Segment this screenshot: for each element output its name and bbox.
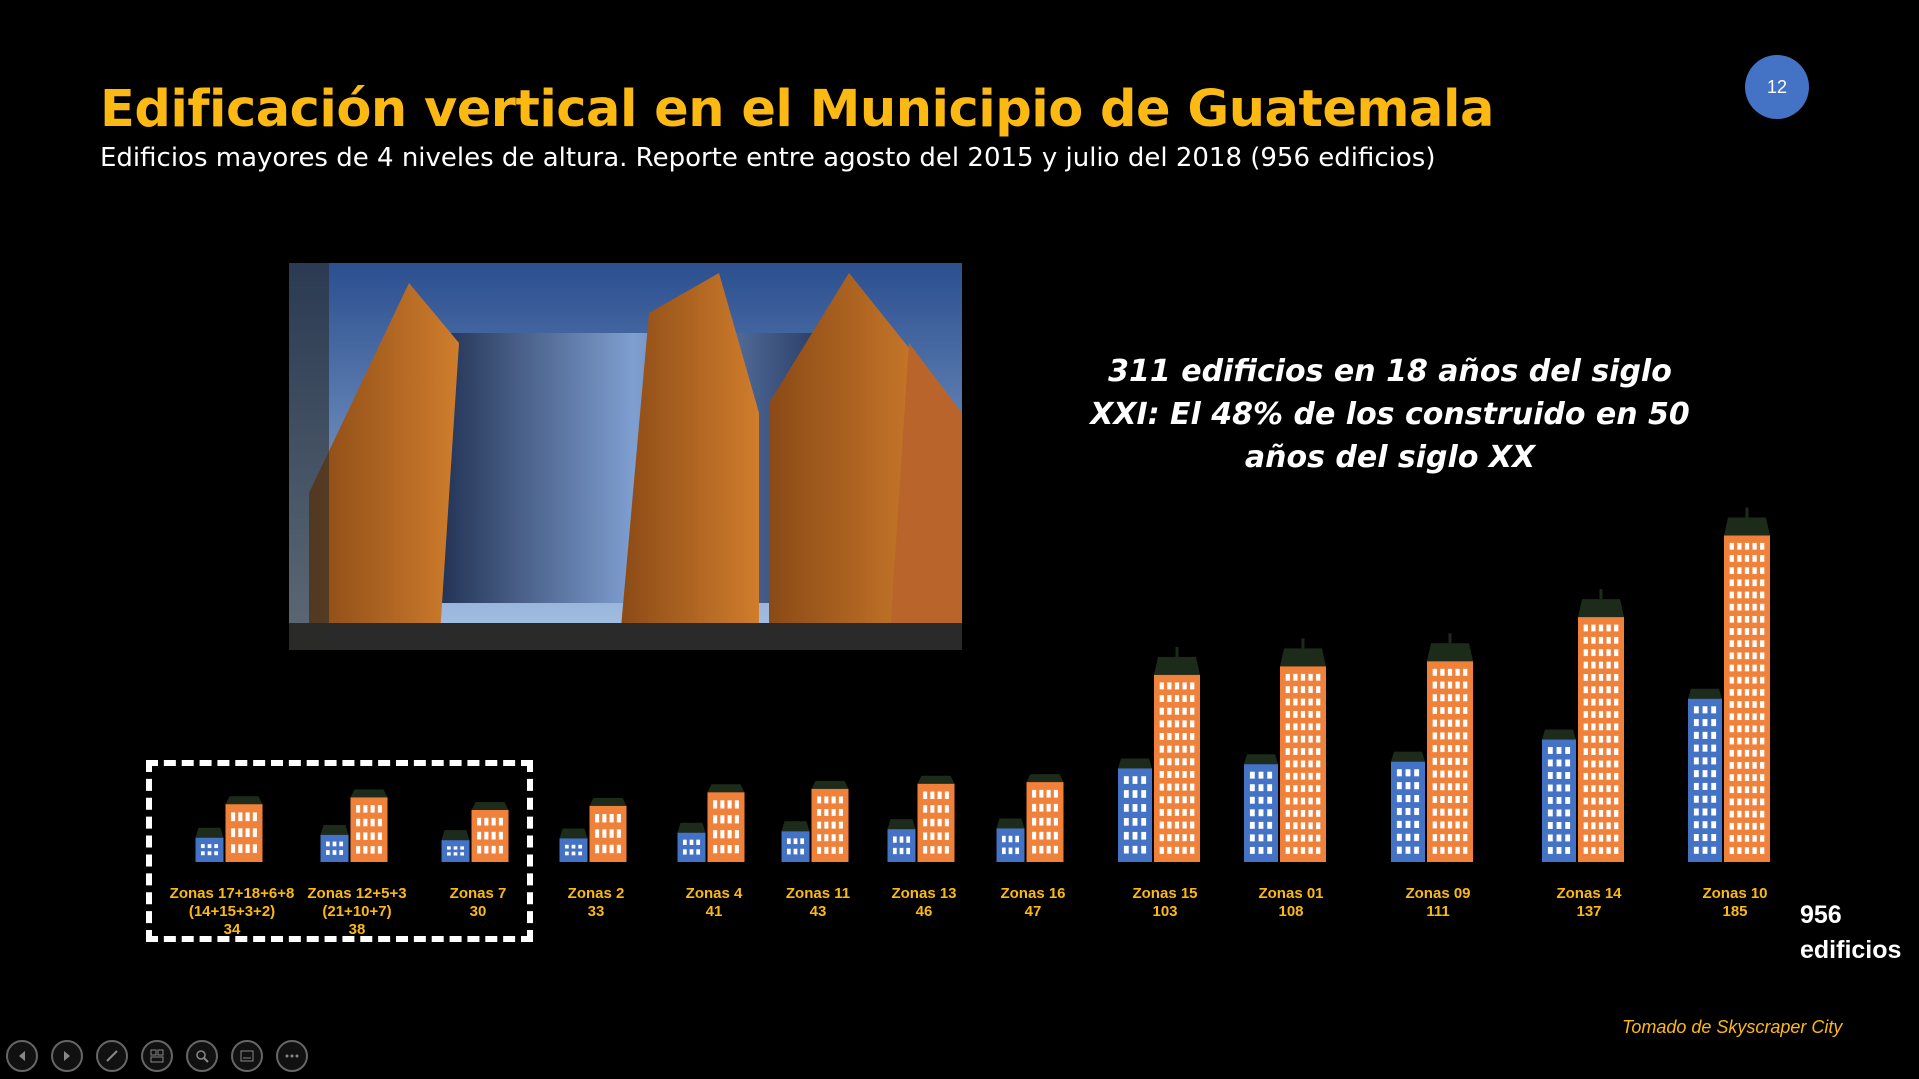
tick-label-1-1: (21+10+7) [322, 903, 391, 920]
tick-label-4-0: Zonas 4 [686, 885, 743, 902]
source-note: Tomado de Skyscraper City [1622, 1017, 1843, 1037]
value-label-5: 43 [810, 903, 827, 920]
bar-blue-10 [1391, 751, 1425, 862]
bar-2: Zonas 730 [441, 802, 509, 920]
bar-3: Zonas 233 [559, 797, 627, 920]
bar-orange-7 [1026, 774, 1064, 862]
bar-orange-5 [811, 780, 849, 862]
bar-orange-0 [225, 796, 263, 862]
bar-blue-7 [996, 818, 1025, 862]
tick-label-8-0: Zonas 15 [1132, 885, 1197, 902]
bar-blue-6 [887, 819, 916, 862]
more-icon[interactable] [276, 1040, 308, 1072]
bar-orange-8 [1154, 646, 1200, 862]
bar-orange-9 [1280, 638, 1326, 862]
value-label-2: 30 [470, 903, 487, 920]
subtitles-icon[interactable] [231, 1040, 263, 1072]
value-label-0: 34 [224, 921, 241, 938]
bar-orange-1 [350, 789, 388, 862]
tick-label-9-0: Zonas 01 [1258, 885, 1323, 902]
building-photo [289, 263, 962, 650]
value-label-3: 33 [588, 903, 605, 920]
tick-label-6-0: Zonas 13 [891, 885, 956, 902]
bar-blue-1 [320, 824, 349, 862]
value-label-10: 111 [1426, 903, 1449, 920]
pen-icon[interactable] [96, 1040, 128, 1072]
bar-blue-12 [1688, 688, 1722, 862]
value-label-12: 185 [1722, 903, 1747, 920]
bar-orange-4 [707, 784, 745, 862]
bar-0: Zonas 17+18+6+8(14+15+3+2)34 [170, 796, 295, 938]
tick-label-11-0: Zonas 14 [1556, 885, 1622, 902]
page-title: Edificación vertical en el Municipio de … [100, 80, 1494, 139]
zoom-icon[interactable] [186, 1040, 218, 1072]
tick-label-7-0: Zonas 16 [1000, 885, 1065, 902]
tick-label-3-0: Zonas 2 [568, 885, 625, 902]
bar-4: Zonas 441 [677, 784, 745, 920]
tick-label-1-0: Zonas 12+5+3 [307, 885, 406, 902]
callout-text: 311 edificios en 18 años del siglo XXI: … [1090, 354, 1690, 475]
bar-blue-9 [1244, 754, 1278, 862]
bar-blue-5 [781, 821, 810, 862]
bar-orange-3 [589, 797, 627, 862]
tick-label-10-0: Zonas 09 [1405, 885, 1470, 902]
previous-icon[interactable] [6, 1040, 38, 1072]
value-label-9: 108 [1278, 903, 1303, 920]
bar-orange-2 [471, 802, 509, 862]
bar-blue-4 [677, 822, 706, 862]
total-unit: edificios [1800, 936, 1902, 964]
value-label-8: 103 [1152, 903, 1177, 920]
total-number: 956 [1800, 901, 1842, 929]
bar-blue-0 [195, 827, 224, 862]
page-subtitle: Edificios mayores de 4 niveles de altura… [100, 143, 1436, 173]
total-label: 956 edificios [1800, 898, 1901, 968]
value-label-11: 137 [1576, 903, 1601, 920]
page-number-badge: 12 [1745, 55, 1809, 119]
grouped-zones-box [146, 760, 533, 942]
bar-orange-10 [1427, 633, 1473, 862]
bar-orange-12 [1724, 507, 1770, 862]
bar-orange-11 [1578, 589, 1624, 862]
value-label-4: 41 [706, 903, 723, 920]
tick-label-2-0: Zonas 7 [450, 885, 507, 902]
bar-blue-11 [1542, 729, 1576, 862]
bar-blue-3 [559, 828, 588, 862]
bar-1: Zonas 12+5+3(21+10+7)38 [307, 789, 407, 938]
tick-label-0-1: (14+15+3+2) [189, 903, 275, 920]
slides-icon[interactable] [141, 1040, 173, 1072]
value-label-1: 38 [349, 921, 366, 938]
slideshow-toolbar [6, 1040, 308, 1072]
tick-label-12-0: Zonas 10 [1702, 885, 1767, 902]
tick-label-5-0: Zonas 11 [786, 885, 850, 902]
tick-label-0-0: Zonas 17+18+6+8 [170, 885, 295, 902]
bar-orange-6 [917, 775, 955, 862]
bar-blue-8 [1118, 758, 1152, 862]
next-icon[interactable] [51, 1040, 83, 1072]
bar-blue-2 [441, 830, 470, 862]
value-label-7: 47 [1025, 903, 1042, 920]
value-label-6: 46 [916, 903, 933, 920]
